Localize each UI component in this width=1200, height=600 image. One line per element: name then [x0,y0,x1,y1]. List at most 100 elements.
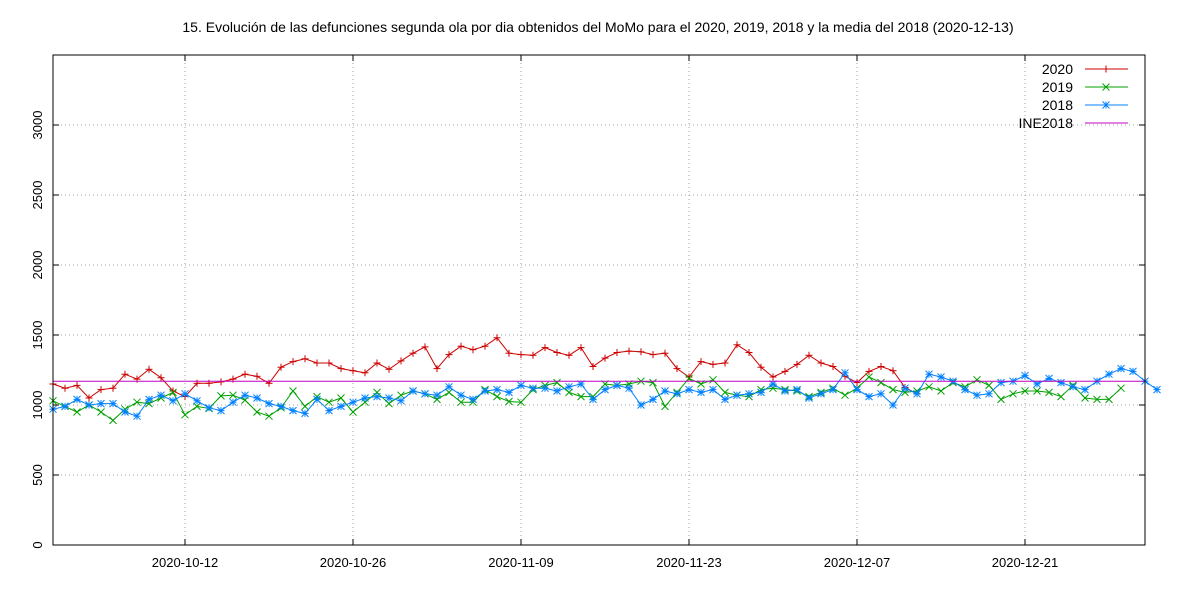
data-point-2020 [121,370,129,378]
data-point-2019 [193,402,201,411]
data-point-2019 [181,410,189,419]
data-point-2018 [625,384,633,393]
data-point-2019 [73,408,81,416]
legend-label-2018: 2018 [1042,97,1073,113]
data-point-2018 [1129,367,1137,376]
data-point-2020 [661,349,669,357]
data-point-2018 [505,388,513,397]
legend-item-2019: 2019 [1042,79,1128,95]
data-point-2020 [337,365,345,373]
data-point-2018 [601,385,609,394]
data-point-2019 [709,375,717,384]
data-point-2018 [997,378,1005,387]
data-point-2019 [517,398,525,407]
data-point-2020 [145,365,153,373]
data-point-2018 [1117,364,1125,373]
chart-title: 15. Evolución de las defunciones segunda… [182,19,1013,35]
data-point-2019 [937,387,945,395]
data-point-2020 [517,351,525,359]
y-tick-label: 2000 [30,251,45,280]
data-point-2019 [1117,384,1125,393]
data-point-2020 [469,346,477,354]
legend-marker-2018 [1102,101,1110,109]
data-point-2018 [85,401,93,409]
data-point-2018 [805,394,813,402]
data-point-2019 [445,388,453,397]
data-point-2018 [1057,378,1065,387]
legend: 2020 2019 2018 INE2018 [1019,61,1128,131]
data-point-2018 [745,389,753,398]
x-tick-label: 2020-10-12 [152,555,219,570]
data-point-2020 [865,367,873,375]
data-point-2018 [373,392,381,401]
data-point-2019 [1093,395,1101,404]
data-point-2018 [517,381,525,390]
legend-label-2019: 2019 [1042,79,1073,95]
data-point-2019 [397,391,405,400]
legend-marker-2019 [1102,83,1110,91]
data-point-2018 [73,395,81,404]
data-point-2018 [145,395,153,404]
data-point-2020 [697,358,705,366]
data-point-2019 [253,408,261,416]
data-point-2018 [97,399,105,408]
data-point-2020 [73,381,81,389]
data-point-2018 [205,403,213,412]
data-point-2020 [241,370,249,378]
data-point-2019 [109,416,117,425]
data-point-2018 [1105,370,1113,379]
y-tick-label: 3000 [30,111,45,140]
data-point-2018 [961,385,969,394]
data-point-2020 [409,349,417,357]
data-point-2020 [589,363,597,370]
data-point-2020 [493,334,501,342]
data-point-2020 [853,379,861,387]
data-point-2018 [409,387,417,395]
data-point-2020 [313,359,321,367]
data-point-2019 [565,388,573,397]
data-point-2018 [109,399,117,408]
data-point-2018 [289,406,297,415]
data-point-2018 [421,389,429,398]
data-point-2019 [133,398,141,407]
data-point-2018 [673,389,681,398]
data-point-2020 [649,351,657,359]
data-point-2018 [61,402,69,411]
data-point-2019 [1021,387,1029,395]
data-point-2018 [169,396,177,405]
axes: 0 500 1000 1500 2000 2500 3000 2020-10-12 2020-1… [30,55,1145,570]
y-tick-label: 500 [30,464,45,486]
y-tick-label: 1500 [30,321,45,350]
data-point-2018 [241,391,249,400]
x-tick-label: 2020-10-26 [320,555,387,570]
data-point-2019 [1009,389,1017,398]
data-point-2019 [265,412,273,421]
data-point-2018 [733,391,741,400]
x-tick-label: 2020-12-21 [992,555,1059,570]
data-point-2020 [685,373,693,381]
data-point-2019 [1045,388,1053,397]
data-point-2019 [865,373,873,381]
data-point-2019 [1033,387,1041,395]
data-point-2018 [493,385,501,394]
data-point-2018 [985,389,993,398]
data-point-2018 [565,382,573,391]
data-point-2018 [553,387,561,395]
data-point-2018 [361,394,369,402]
data-point-2020 [325,359,333,367]
data-point-2019 [325,398,333,407]
data-point-2019 [877,378,885,387]
data-point-2018 [937,373,945,381]
data-point-2018 [337,402,345,411]
data-point-2018 [1021,371,1029,380]
legend-item-ine2018: INE2018 [1019,115,1128,131]
data-point-2019 [841,391,849,400]
data-point-2018 [433,391,441,400]
data-point-2018 [133,412,141,421]
data-point-2020 [817,359,825,367]
data-point-2020 [877,363,885,370]
data-point-2020 [613,349,621,356]
data-point-2018 [901,384,909,393]
data-point-2020 [625,347,633,355]
